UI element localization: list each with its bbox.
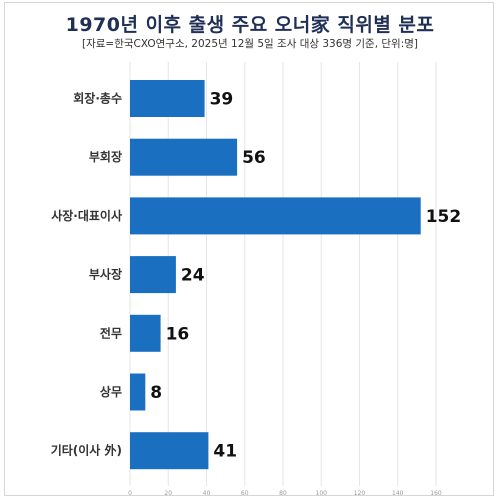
x-tick-label: 60 — [241, 490, 249, 497]
chart-subtitle: [자료=한국CXO연구소, 2025년 12월 5일 조사 대상 336명 기준… — [81, 38, 419, 50]
bar — [130, 138, 238, 176]
bar — [130, 314, 161, 352]
x-tick-label: 0 — [128, 490, 132, 497]
bar — [130, 373, 146, 411]
data-label: 56 — [242, 148, 266, 168]
bar — [130, 197, 421, 235]
bar — [130, 256, 176, 294]
category-label: 회장·총수 — [73, 91, 122, 106]
chart-frame — [4, 2, 494, 496]
bar — [130, 432, 209, 470]
category-label: 기타(이사 外) — [51, 443, 122, 458]
category-label: 상무 — [100, 384, 122, 399]
data-label: 39 — [210, 90, 234, 110]
data-label: 41 — [213, 442, 237, 462]
category-label: 사장·대표이사 — [51, 208, 122, 223]
x-tick-label: 120 — [354, 490, 366, 497]
data-label: 24 — [181, 266, 205, 286]
category-label: 부사장 — [89, 267, 122, 282]
x-tick-label: 140 — [392, 490, 404, 497]
x-tick-label: 160 — [430, 490, 442, 497]
bar — [130, 80, 205, 117]
x-tick-label: 40 — [203, 490, 211, 497]
data-label: 8 — [150, 383, 162, 403]
data-label: 152 — [426, 207, 462, 227]
x-tick-label: 100 — [316, 490, 328, 497]
x-tick-label: 80 — [279, 490, 287, 497]
x-tick-label: 20 — [164, 490, 172, 497]
category-label: 부회장 — [89, 149, 122, 164]
chart-title: 1970년 이후 출생 주요 오너家 직위별 분포 — [65, 14, 435, 36]
data-label: 16 — [166, 324, 190, 344]
category-label: 전무 — [100, 325, 122, 340]
